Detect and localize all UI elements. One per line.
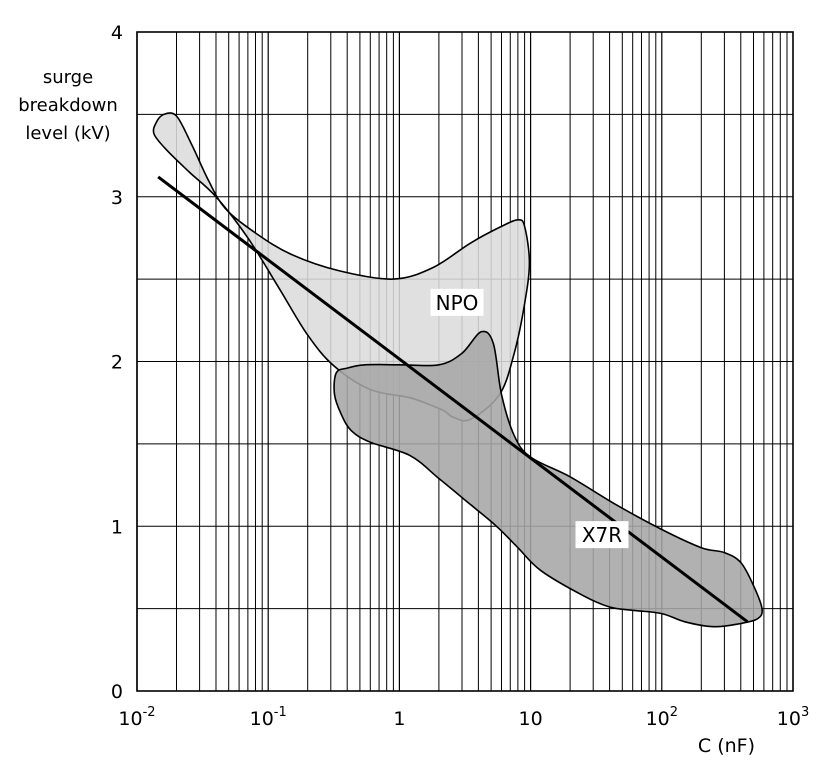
x-axis-label: C (nF) <box>698 735 755 757</box>
region-label-bg <box>575 521 629 549</box>
y-tick-label: 0 <box>111 681 123 703</box>
x-tick-label: 1 <box>393 708 405 730</box>
x-tick-label: 103 <box>777 705 809 730</box>
y-axis-label: surge breakdown level (kV) <box>18 67 118 144</box>
y-tick-labels: 0 1 2 3 4 <box>111 22 123 703</box>
y-tick-label: 2 <box>111 352 123 374</box>
y-tick-label: 3 <box>111 187 123 209</box>
trend-line <box>157 175 749 624</box>
region-npo <box>152 112 531 422</box>
region-label-x7r: X7R <box>582 523 622 547</box>
chart-regions <box>152 112 763 628</box>
region-x7r <box>333 330 763 628</box>
chart-trend <box>157 175 749 624</box>
x-tick-label: 10 <box>519 708 543 730</box>
region-label-npo: NPO <box>436 291 479 315</box>
region-labels: NPO X7R <box>430 288 629 549</box>
y-axis-label-line: surge <box>43 67 93 88</box>
x-tick-label: 10-2 <box>118 705 155 730</box>
plot-frame <box>136 31 794 692</box>
y-tick-label: 4 <box>111 22 123 44</box>
y-axis-label-line: breakdown <box>18 95 118 116</box>
x-tick-label: 102 <box>646 705 678 730</box>
y-tick-label: 1 <box>111 516 123 538</box>
y-axis-label-line: level (kV) <box>25 123 110 144</box>
x-tick-labels: 10-2 10-1 1 10 102 103 <box>118 705 809 730</box>
region-label-bg <box>430 288 484 316</box>
x-tick-label: 10-1 <box>250 705 287 730</box>
